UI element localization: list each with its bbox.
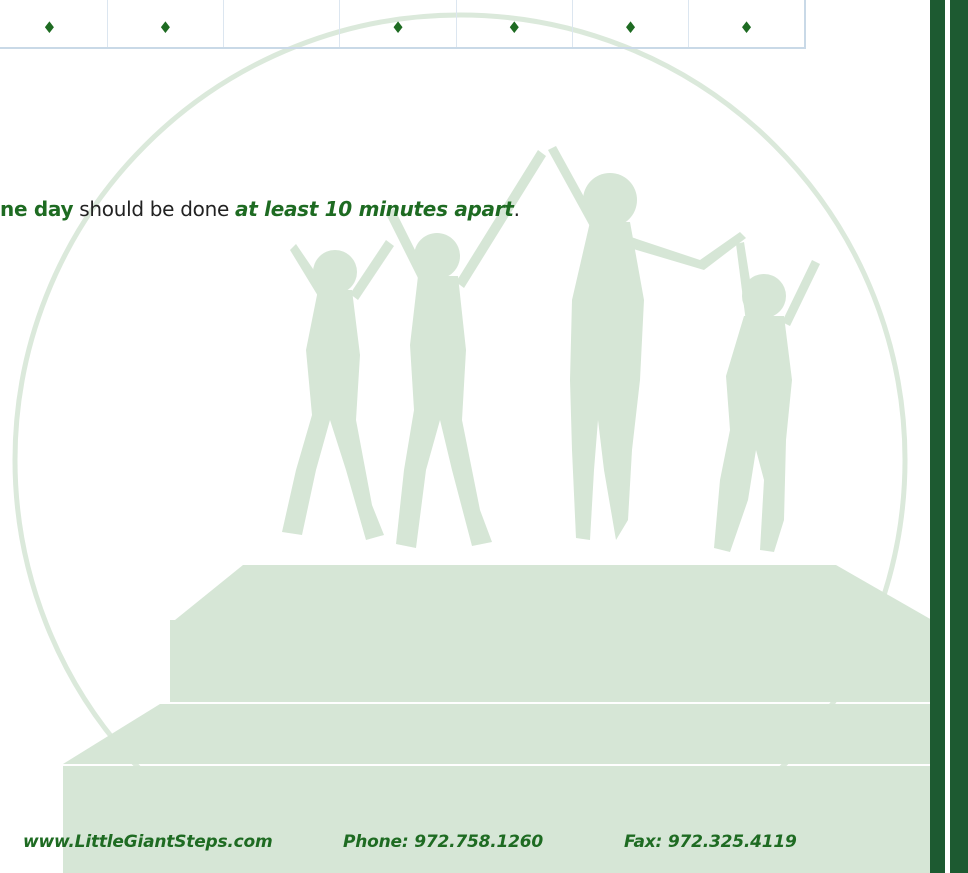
table-cell: ♦ (0, 0, 108, 48)
website-link[interactable]: www.LittleGiantSteps.com (23, 832, 273, 852)
table-cell: ♦ (339, 0, 457, 48)
table-row: ♦ ♦ ♦ ♦ ♦ ♦ (0, 0, 806, 48)
instruction-note: ne day should be done at least 10 minute… (0, 197, 520, 221)
table-cell: ♦ (455, 0, 573, 48)
schedule-table: ♦ ♦ ♦ ♦ ♦ ♦ (0, 0, 806, 49)
table-cell: ♦ (106, 0, 225, 48)
podium-steps (63, 565, 932, 873)
table-cell: ♦ (688, 0, 806, 48)
phone-number: Phone: 972.758.1260 (343, 832, 543, 852)
sidebar-bar-stripe (945, 0, 950, 873)
note-period: . (513, 197, 520, 221)
footer: www.LittleGiantSteps.com Phone: 972.758.… (0, 832, 930, 856)
fax-number: Fax: 972.325.4119 (624, 832, 797, 852)
family-silhouette (282, 146, 820, 552)
note-text: should be done (73, 197, 236, 221)
note-emphasis-italic: at least 10 minutes apart (235, 197, 514, 221)
table-cell (223, 0, 341, 48)
note-emphasis: ne day (0, 197, 74, 221)
table-cell: ♦ (571, 0, 690, 48)
